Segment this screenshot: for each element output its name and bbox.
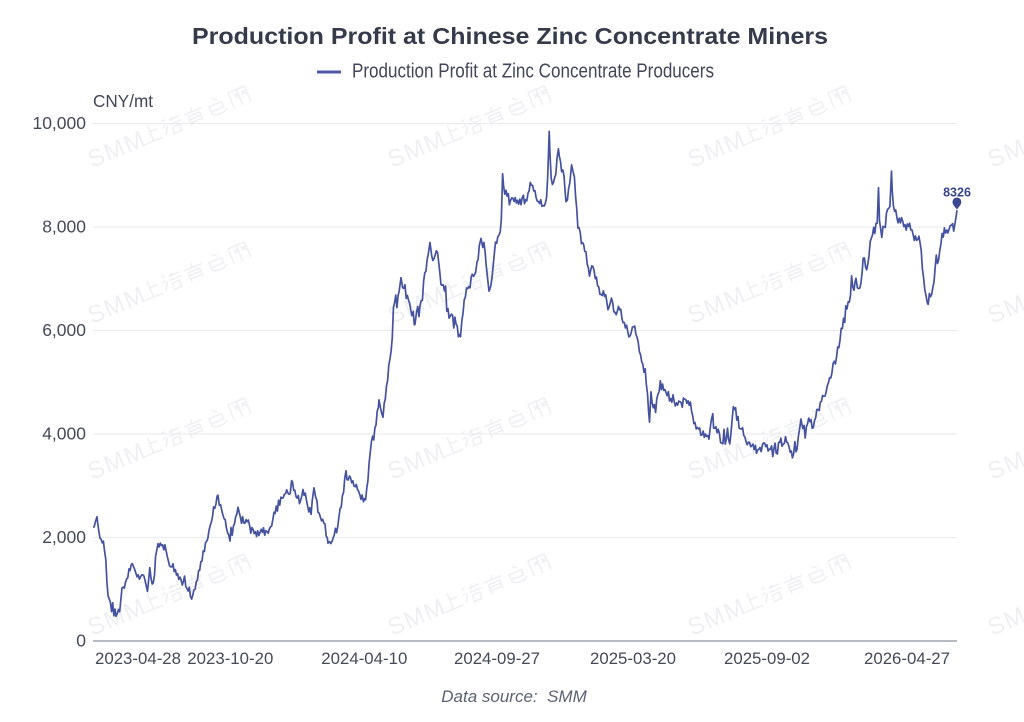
svg-text:0: 0 bbox=[76, 631, 86, 651]
svg-text:2023-04-28: 2023-04-28 bbox=[95, 649, 181, 668]
svg-text:2,000: 2,000 bbox=[42, 527, 86, 547]
svg-text:8326: 8326 bbox=[943, 186, 971, 200]
svg-text:2025-03-20: 2025-03-20 bbox=[590, 649, 676, 668]
svg-text:2024-04-10: 2024-04-10 bbox=[321, 649, 407, 668]
svg-text:8,000: 8,000 bbox=[42, 217, 86, 237]
svg-text:4,000: 4,000 bbox=[42, 424, 86, 444]
svg-text:6,000: 6,000 bbox=[42, 320, 86, 340]
svg-text:Production Profit at Zinc Conc: Production Profit at Zinc Concentrate Pr… bbox=[352, 61, 714, 83]
svg-text:2023-10-20: 2023-10-20 bbox=[187, 649, 273, 668]
svg-text:10,000: 10,000 bbox=[32, 113, 86, 133]
svg-text:2025-09-02: 2025-09-02 bbox=[724, 649, 810, 668]
svg-text:Production Profit at Chinese Z: Production Profit at Chinese Zinc Concen… bbox=[192, 23, 828, 49]
svg-text:CNY/mt: CNY/mt bbox=[93, 91, 153, 111]
svg-text:2026-04-27: 2026-04-27 bbox=[864, 649, 950, 668]
svg-text:Data source: SMM: Data source: SMM bbox=[441, 687, 587, 706]
svg-text:2024-09-27: 2024-09-27 bbox=[454, 649, 540, 668]
